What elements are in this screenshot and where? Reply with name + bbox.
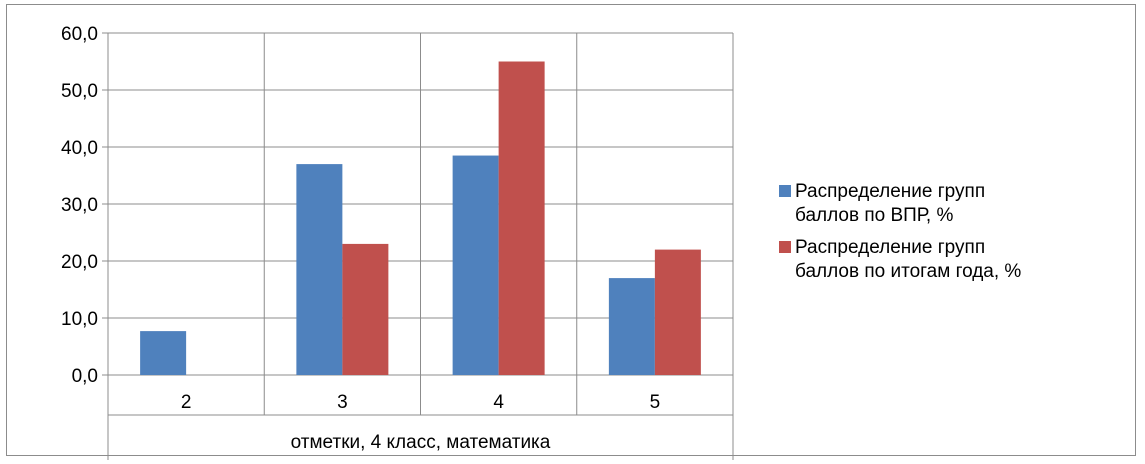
y-tick-label: 10,0 — [61, 309, 98, 330]
y-tick-label: 30,0 — [61, 195, 98, 216]
bar-series-2 — [498, 61, 545, 375]
bar-series-2 — [654, 249, 701, 375]
legend-swatch — [779, 185, 791, 197]
legend-label: Распределение групп баллов по итогам года… — [795, 237, 1021, 282]
y-tick-label: 40,0 — [61, 138, 98, 159]
bar-series-1 — [452, 155, 499, 375]
bar-series-1 — [296, 164, 343, 375]
bar-series-1 — [608, 278, 655, 375]
x-category-label: 5 — [650, 392, 661, 413]
y-tick-label: 0,0 — [72, 366, 98, 387]
chart-frame — [6, 4, 1136, 456]
y-tick-label: 60,0 — [61, 24, 98, 45]
y-tick-label: 20,0 — [61, 252, 98, 273]
x-category-label: 4 — [493, 392, 504, 413]
legend-swatch — [779, 241, 791, 253]
y-tick-label: 50,0 — [61, 81, 98, 102]
bar-series-2 — [342, 243, 389, 375]
bar-series-1 — [140, 331, 187, 375]
x-category-label: 3 — [337, 392, 348, 413]
x-category-label: 2 — [181, 392, 192, 413]
legend-label: Распределение групп баллов по ВПР, % — [795, 181, 985, 226]
x-axis-title: отметки, 4 класс, математика — [291, 432, 551, 453]
